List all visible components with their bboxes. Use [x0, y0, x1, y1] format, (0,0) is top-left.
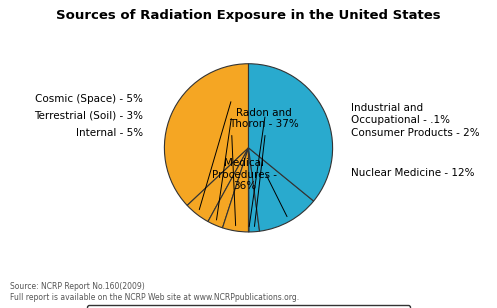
Wedge shape — [165, 64, 248, 205]
Wedge shape — [223, 148, 248, 232]
Text: Source: NCRP Report No.160(2009)
Full report is available on the NCRP Web site a: Source: NCRP Report No.160(2009) Full re… — [10, 282, 299, 302]
Text: Cosmic (Space) - 5%: Cosmic (Space) - 5% — [35, 94, 143, 104]
Text: Medical
Procedures -
36%: Medical Procedures - 36% — [212, 158, 277, 191]
Text: Terrestrial (Soil) - 3%: Terrestrial (Soil) - 3% — [34, 111, 143, 121]
Wedge shape — [248, 148, 259, 232]
Text: Industrial and
Occupational - .1%: Industrial and Occupational - .1% — [351, 103, 450, 125]
Wedge shape — [248, 64, 332, 201]
Wedge shape — [248, 148, 249, 232]
Legend: Natural Sources - 50%
~310 millirem (0.31 rem), Manmade Sources - 50%
~310 milli: Natural Sources - 50% ~310 millirem (0.3… — [86, 306, 411, 308]
Text: Internal - 5%: Internal - 5% — [76, 128, 143, 138]
Text: Nuclear Medicine - 12%: Nuclear Medicine - 12% — [351, 168, 475, 178]
Wedge shape — [208, 148, 248, 228]
Text: Radon and
Thoron - 37%: Radon and Thoron - 37% — [229, 107, 299, 129]
Wedge shape — [248, 148, 314, 231]
Text: Sources of Radiation Exposure in the United States: Sources of Radiation Exposure in the Uni… — [56, 9, 441, 22]
Wedge shape — [187, 148, 248, 221]
Text: Consumer Products - 2%: Consumer Products - 2% — [351, 128, 480, 138]
